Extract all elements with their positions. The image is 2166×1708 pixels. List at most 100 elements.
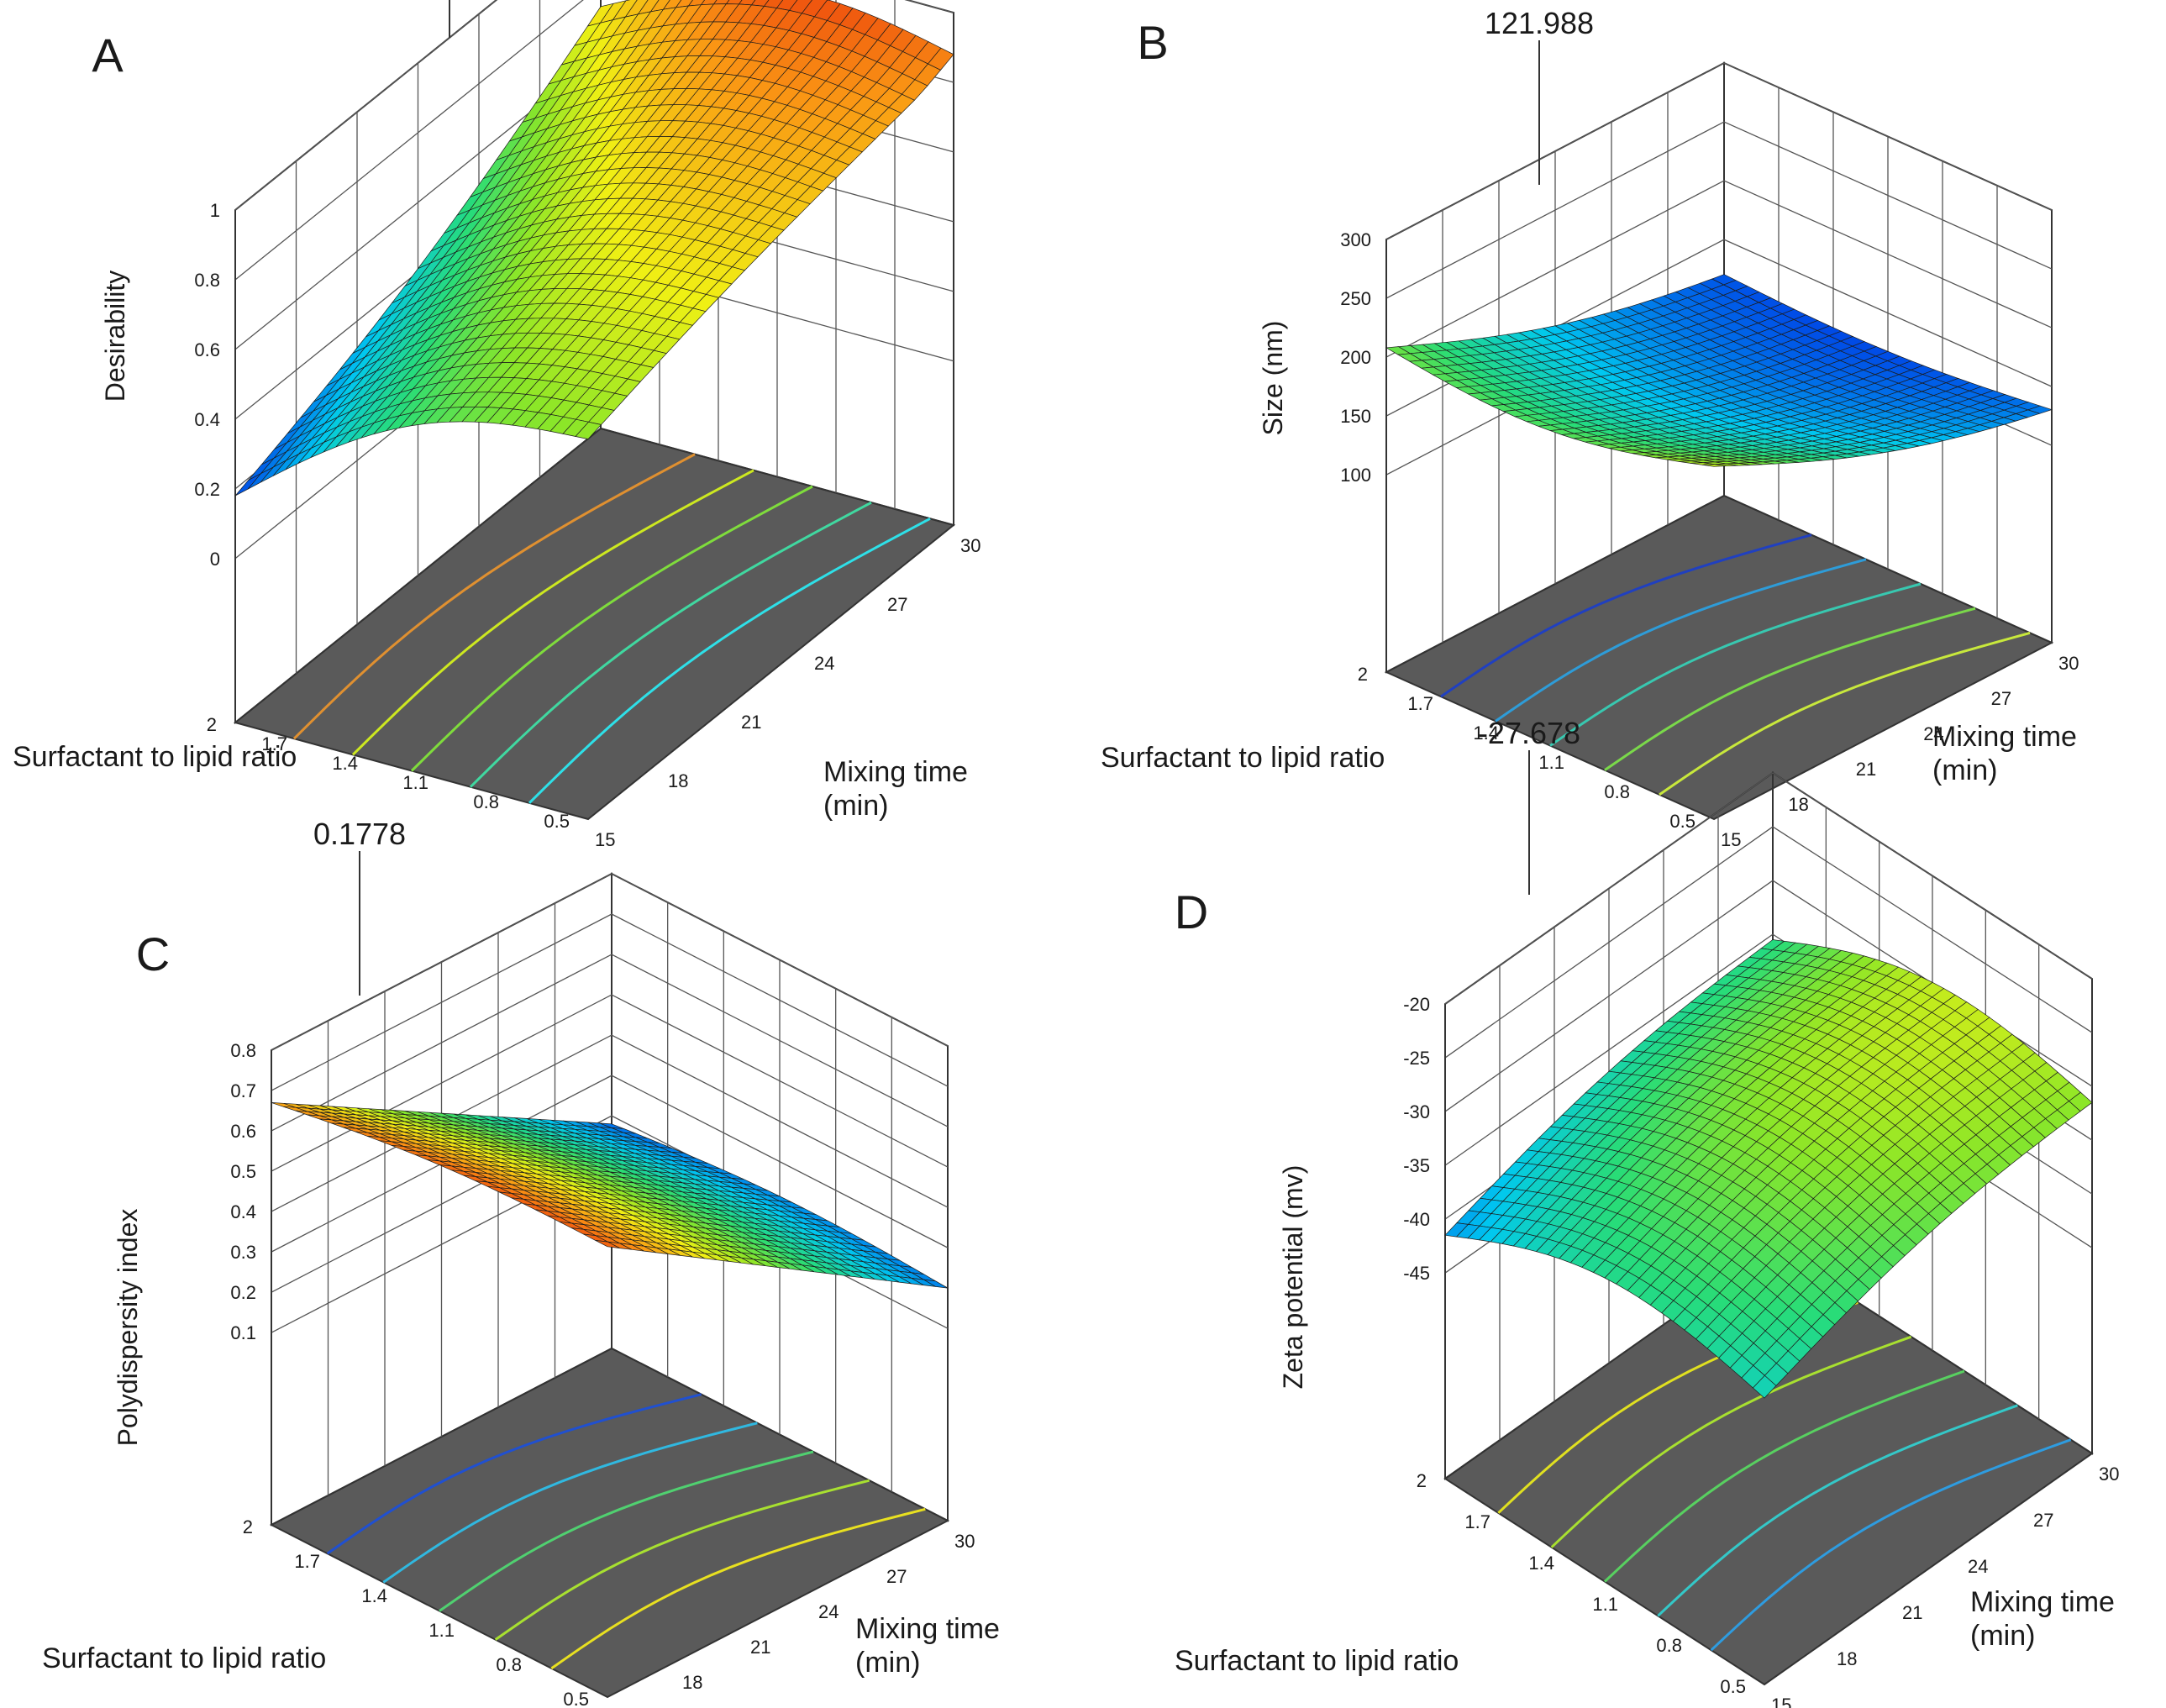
y-axis-label: Mixing time (min) [1970, 1586, 2115, 1652]
surface-patch [1702, 464, 1727, 467]
x-tick-label: 1.7 [1464, 1511, 1490, 1532]
x-axis-label: Surfactant to lipid ratio [42, 1642, 326, 1674]
y-axis-label: Mixing time (min) [1932, 721, 2077, 786]
z-tick-label: 1 [210, 200, 220, 221]
z-tick-label: 150 [1340, 406, 1371, 427]
contour-line [1657, 1404, 2018, 1617]
contour-line [326, 1393, 702, 1555]
contour-line [382, 1422, 758, 1584]
y-tick-label: 30 [954, 1531, 975, 1552]
grid-line [1385, 62, 2053, 240]
contour-line [1604, 607, 1976, 771]
y-axis-label-line: Mixing time [855, 1613, 1000, 1645]
contour-line [1659, 631, 2031, 796]
z-tick-label: 0.8 [230, 1040, 256, 1061]
y-axis-label-line: Mixing time [823, 756, 968, 788]
panel-letter: B [1137, 16, 1168, 69]
y-tick-label: 21 [1902, 1602, 1922, 1623]
contour-line [351, 469, 754, 756]
z-tick-label: 0.3 [230, 1242, 256, 1263]
y-tick-label: 24 [1968, 1556, 1988, 1577]
contour-line [439, 1450, 814, 1612]
z-tick-label: -30 [1403, 1101, 1430, 1122]
panel-b: 2 1.7 1.4 1.1 0.8 0.5 15 18 21 24 27 30 100 150 200 250… [1101, 6, 2079, 850]
x-tick-label: 1.4 [332, 753, 358, 774]
y-tick-label: 18 [682, 1672, 702, 1693]
y-tick-label: 21 [1856, 759, 1876, 780]
surface-patch [1752, 1374, 1777, 1399]
z-tick-label: 250 [1340, 288, 1371, 309]
contour-line [1710, 1438, 2072, 1652]
x-tick-label: 2 [1358, 664, 1368, 685]
x-tick-label: 2 [1417, 1470, 1427, 1491]
x-tick-label: 1.1 [402, 772, 428, 793]
panel-a: 2 1.7 1.4 1.1 0.8 0.5 15 18 21 24 27 30 0 0.2 0.4 0.6 0.… [13, 0, 980, 850]
contour-line [494, 1479, 870, 1641]
y-axis-label-line: (min) [1970, 1620, 2035, 1652]
contour-line [469, 501, 872, 788]
y-tick-label: 30 [2099, 1464, 2119, 1485]
panel-d: 2 1.7 1.4 1.1 0.8 0.5 15 18 21 24 27 30 -45 -40 -35 -30… [1175, 716, 2120, 1708]
grid-line [271, 873, 949, 1051]
z-tick-label: 0 [210, 549, 220, 570]
contour-line [550, 1507, 926, 1670]
x-axis-label: Surfactant to lipid ratio [1175, 1645, 1459, 1677]
x-tick-label: 0.8 [1656, 1635, 1682, 1656]
optimum-annotation: -27.678 [1478, 716, 1580, 750]
y-tick-label: 30 [960, 535, 980, 556]
y-tick-label: 24 [1923, 723, 1943, 744]
y-tick-label: 27 [1991, 688, 2011, 709]
panel-c: 2 1.7 1.4 1.1 0.8 0.5 15 18 21 24 27 30 0.1 0.2 0.3 0.4… [42, 817, 1000, 1708]
panel-letter: C [136, 928, 170, 980]
x-tick-label: 0.5 [563, 1689, 589, 1708]
y-tick-label: 24 [814, 653, 834, 674]
grid-line [271, 913, 949, 1091]
surface-patch [575, 421, 602, 439]
contour-line [292, 453, 696, 740]
x-tick-label: 0.8 [496, 1654, 522, 1675]
y-tick-label: 18 [668, 770, 688, 791]
y-tick-label: 15 [1721, 829, 1741, 850]
z-tick-label: 0.7 [230, 1080, 256, 1101]
x-tick-label: 1.1 [1592, 1594, 1618, 1615]
z-tick-label: 100 [1340, 465, 1371, 486]
y-tick-label: 27 [886, 1566, 907, 1587]
y-axis-label-line: (min) [855, 1647, 920, 1679]
response-surface [271, 1102, 949, 1289]
z-tick-label: 0.2 [194, 479, 220, 500]
z-tick-label: -20 [1403, 994, 1430, 1015]
z-tick-label: 300 [1340, 229, 1371, 250]
z-axis-label: Polydispersity index [113, 1209, 143, 1447]
z-axis-label: Zeta potential (mv) [1278, 1165, 1308, 1390]
y-tick-label: 18 [1837, 1648, 1857, 1669]
x-tick-label: 1.1 [428, 1620, 455, 1641]
x-tick-label: 1.7 [294, 1551, 320, 1572]
contour-line [1550, 1335, 1912, 1548]
contour-line [1549, 582, 1922, 747]
contour-line [1603, 1369, 1965, 1583]
z-tick-label: 0.8 [194, 270, 220, 291]
response-surface [1444, 939, 2093, 1399]
y-tick-label: 30 [2058, 653, 2079, 674]
grid-line [1385, 121, 2053, 299]
y-axis-label-line: (min) [1932, 754, 1997, 786]
surface-patch [234, 473, 261, 497]
z-tick-label: -45 [1403, 1263, 1430, 1284]
response-surface [234, 0, 954, 497]
z-axis-label: Desirability [100, 271, 130, 402]
x-tick-label: 1.7 [1407, 693, 1433, 714]
z-tick-label: 0.6 [230, 1121, 256, 1142]
grid-line [1444, 826, 2093, 1059]
y-tick-label: 15 [595, 829, 615, 850]
y-tick-label: 15 [1771, 1695, 1791, 1708]
response-surface [1385, 274, 2053, 467]
panel-letter: A [92, 29, 124, 81]
x-tick-label: 0.8 [1604, 781, 1630, 802]
z-tick-label: -35 [1403, 1155, 1430, 1176]
z-tick-label: 0.6 [194, 339, 220, 360]
y-tick-label: 21 [741, 712, 761, 733]
x-tick-label: 1.1 [1538, 752, 1564, 773]
y-tick-label: 21 [750, 1637, 770, 1658]
x-tick-label: 0.5 [1720, 1676, 1746, 1697]
z-tick-label: -40 [1403, 1209, 1430, 1230]
